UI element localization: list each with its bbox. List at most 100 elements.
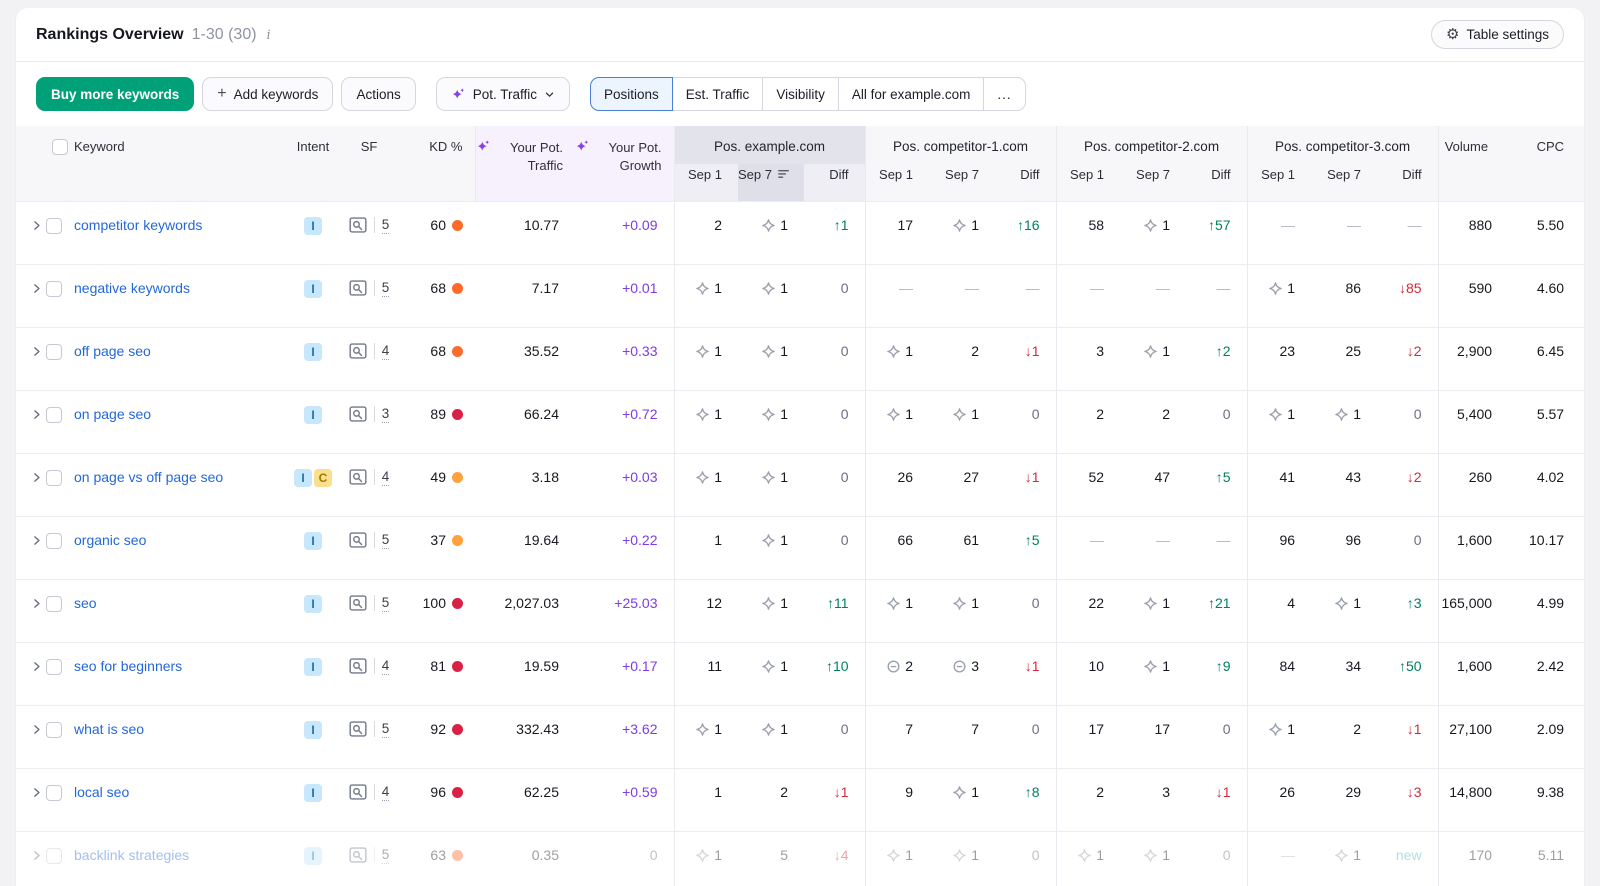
tab-visibility[interactable]: Visibility (762, 77, 839, 111)
subcol-diff[interactable]: Diff (1211, 167, 1231, 182)
row-checkbox[interactable] (46, 469, 62, 486)
sf-count[interactable]: 5 (381, 279, 390, 297)
serp-feature-icon[interactable] (886, 344, 901, 359)
serp-feature-icon[interactable] (952, 218, 967, 233)
intent-badge-I[interactable]: I (304, 342, 322, 361)
group-competitor-2[interactable]: Pos. competitor-2.com (1055, 126, 1248, 164)
serp-feature-icon[interactable] (886, 407, 901, 422)
sf-count[interactable]: 5 (381, 531, 390, 549)
serp-feature-icon[interactable] (886, 596, 901, 611)
sf-count[interactable]: 4 (381, 342, 390, 360)
intent-badge-C[interactable]: C (314, 468, 332, 487)
subcol-sep7[interactable]: Sep 7 (1136, 167, 1171, 182)
sf-count[interactable]: 4 (381, 657, 390, 675)
row-checkbox[interactable] (46, 847, 62, 864)
serp-feature-icon[interactable] (952, 848, 967, 863)
serp-feature-icon[interactable] (952, 785, 967, 800)
keyword-link[interactable]: competitor keywords (74, 216, 203, 233)
keyword-link[interactable]: seo (74, 594, 97, 611)
expand-chevron-icon[interactable] (30, 660, 43, 673)
tab-more[interactable]: ... (983, 77, 1026, 111)
serp-feature-icon[interactable] (1143, 596, 1158, 611)
expand-chevron-icon[interactable] (30, 282, 43, 295)
serp-feature-icon[interactable] (695, 407, 710, 422)
table-settings-button[interactable]: ⚙ Table settings (1430, 20, 1564, 49)
expand-chevron-icon[interactable] (30, 219, 43, 232)
col-cpc[interactable]: CPC (1536, 139, 1565, 154)
serp-feature-icon[interactable] (761, 218, 776, 233)
serp-feature-icon[interactable] (761, 281, 776, 296)
col-kd[interactable]: KD % (429, 139, 463, 154)
serp-features-icon[interactable] (349, 280, 367, 296)
expand-chevron-icon[interactable] (30, 345, 43, 358)
subcol-diff[interactable]: Diff (1020, 167, 1040, 182)
sf-count[interactable]: 5 (381, 216, 390, 234)
serp-features-icon[interactable] (349, 784, 367, 800)
serp-feature-icon[interactable] (952, 407, 967, 422)
serp-features-icon[interactable] (349, 595, 367, 611)
expand-chevron-icon[interactable] (30, 849, 43, 862)
serp-feature-icon[interactable] (1334, 407, 1349, 422)
keyword-link[interactable]: negative keywords (74, 279, 190, 296)
serp-feature-icon[interactable] (695, 848, 710, 863)
subcol-sep1[interactable]: Sep 1 (864, 164, 930, 201)
row-checkbox[interactable] (46, 658, 62, 675)
serp-features-icon[interactable] (349, 847, 367, 863)
serp-feature-icon[interactable] (886, 848, 901, 863)
col-volume[interactable]: Volume (1437, 126, 1509, 201)
serp-features-icon[interactable] (349, 721, 367, 737)
col-sf[interactable]: SF (360, 139, 378, 154)
metric-dropdown[interactable]: Pot. Traffic (435, 77, 570, 111)
serp-feature-icon[interactable] (695, 281, 710, 296)
col-intent[interactable]: Intent (296, 139, 330, 154)
intent-badge-I[interactable]: I (304, 846, 322, 865)
serp-feature-icon[interactable] (1334, 596, 1349, 611)
subcol-sep7-sorted[interactable]: Sep 7 (738, 164, 804, 201)
serp-feature-icon[interactable] (761, 344, 776, 359)
actions-button[interactable]: Actions (341, 77, 416, 111)
sf-count[interactable]: 4 (381, 468, 390, 486)
serp-features-icon[interactable] (349, 217, 367, 233)
keyword-link[interactable]: off page seo (74, 342, 151, 359)
info-icon[interactable]: i (266, 27, 271, 43)
subcol-diff[interactable]: Diff (804, 164, 866, 201)
serp-feature-icon[interactable] (1143, 659, 1158, 674)
row-checkbox[interactable] (46, 784, 62, 801)
row-checkbox[interactable] (46, 595, 62, 612)
keyword-link[interactable]: local seo (74, 783, 130, 800)
serp-features-icon[interactable] (349, 532, 367, 548)
sf-count[interactable]: 5 (381, 594, 390, 612)
subcol-sep7[interactable]: Sep 7 (1327, 167, 1362, 182)
group-example-com[interactable]: Pos. example.com (673, 126, 866, 164)
serp-feature-icon[interactable] (1143, 848, 1158, 863)
expand-chevron-icon[interactable] (30, 534, 43, 547)
serp-feature-icon[interactable] (695, 344, 710, 359)
select-all-checkbox[interactable] (52, 139, 68, 155)
intent-badge-I[interactable]: I (304, 657, 322, 676)
serp-feature-icon[interactable] (1268, 407, 1283, 422)
subcol-sep1[interactable]: Sep 1 (673, 164, 738, 201)
expand-chevron-icon[interactable] (30, 597, 43, 610)
row-checkbox[interactable] (46, 217, 62, 234)
tab-positions[interactable]: Positions (590, 77, 673, 111)
row-checkbox[interactable] (46, 721, 62, 738)
serp-feature-icon[interactable] (761, 470, 776, 485)
row-checkbox[interactable] (46, 343, 62, 360)
serp-feature-icon[interactable] (761, 659, 776, 674)
subcol-sep1[interactable]: Sep 1 (1055, 164, 1121, 201)
keyword-link[interactable]: on page seo (74, 405, 152, 422)
expand-chevron-icon[interactable] (30, 471, 43, 484)
serp-feature-icon[interactable] (1334, 848, 1349, 863)
serp-features-icon[interactable] (349, 658, 367, 674)
intent-badge-I[interactable]: I (304, 720, 322, 739)
intent-badge-I[interactable]: I (304, 531, 322, 550)
subcol-sep1[interactable]: Sep 1 (1246, 164, 1312, 201)
buy-more-keywords-button[interactable]: Buy more keywords (36, 77, 195, 111)
sf-count[interactable]: 4 (381, 783, 390, 801)
expand-chevron-icon[interactable] (30, 723, 43, 736)
serp-features-icon[interactable] (349, 343, 367, 359)
row-checkbox[interactable] (46, 406, 62, 423)
sitelink-icon[interactable] (886, 659, 901, 674)
keyword-link[interactable]: backlink strategies (74, 846, 190, 863)
serp-feature-icon[interactable] (761, 533, 776, 548)
